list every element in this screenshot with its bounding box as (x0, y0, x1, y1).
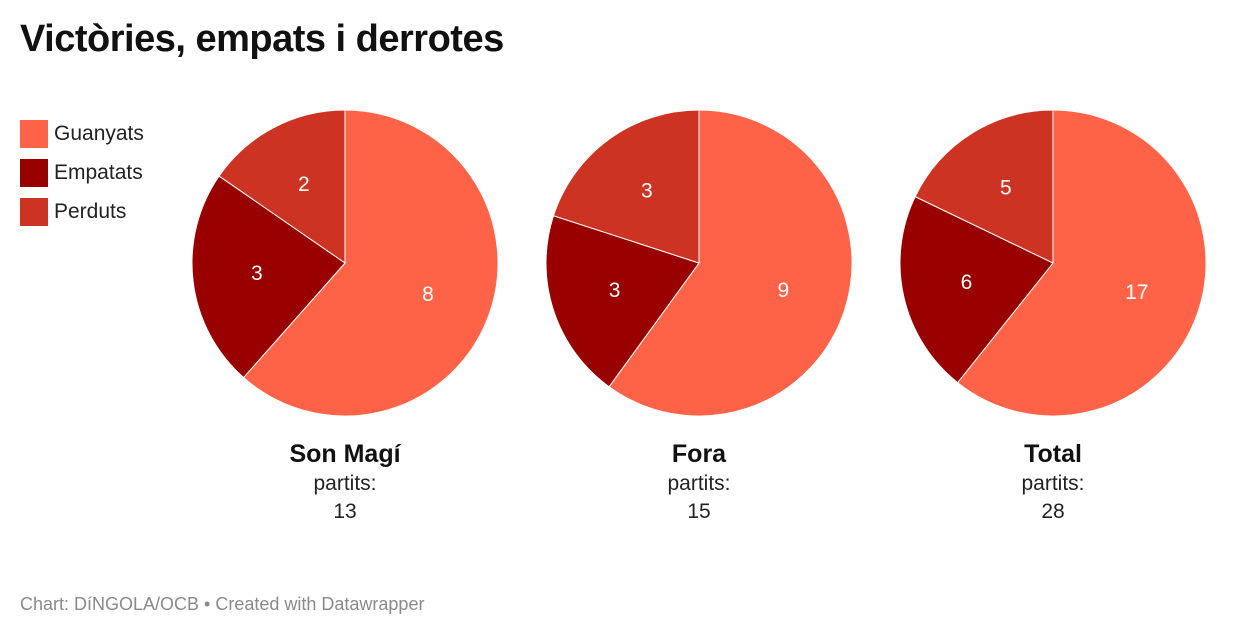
pie-slice-son-magi-perduts (218, 109, 346, 264)
pie-slice-son-magi-empatats (191, 175, 346, 379)
pie-value-label-fora-guanyats: 9 (778, 279, 790, 302)
pie-name-fora: Fora (671, 440, 727, 468)
pie-slice-total-guanyats (956, 109, 1207, 417)
pie-name-total: Total (1024, 440, 1082, 468)
pie-value-label-total-empatats: 6 (961, 271, 973, 294)
pie-total-label-total: partits: (1021, 472, 1085, 495)
pie-caption-total: Total partits: 28 (933, 438, 1173, 526)
pie-slice-total-empatats (899, 195, 1054, 384)
pie-value-label-son-magi-guanyats: 8 (422, 283, 434, 306)
pie-value-label-total-perduts: 5 (1000, 176, 1012, 199)
pie-caption-fora: Fora partits: 15 (579, 438, 819, 526)
pie-value-label-fora-perduts: 3 (641, 180, 653, 203)
pie-caption-son-magi: Son Magí partits: 13 (225, 438, 465, 526)
pie-slice-total-perduts (914, 109, 1054, 264)
legend-label-empatats: Empatats (54, 161, 143, 184)
pie-total-label-fora: partits: (667, 472, 731, 495)
pie-total-fora: 15 (687, 500, 711, 523)
legend-item-guanyats: Guanyats (20, 120, 144, 148)
legend-swatch-empatats (20, 159, 48, 187)
pie-name-son-magi: Son Magí (289, 440, 401, 468)
pie-total-total: 28 (1041, 500, 1065, 523)
pie-total-son-magi: 13 (333, 500, 357, 523)
pie-total-label-son-magi: partits: (313, 472, 377, 495)
pie-slice-fora-perduts (552, 109, 700, 264)
legend-item-perduts: Perduts (20, 198, 144, 226)
chart-footer: Chart: DíNGOLA/OCB • Created with Datawr… (20, 594, 425, 614)
legend-swatch-perduts (20, 198, 48, 226)
legend-label-guanyats: Guanyats (54, 122, 144, 145)
pie-slice-fora-guanyats (608, 109, 853, 417)
legend-item-empatats: Empatats (20, 159, 144, 187)
legend-swatch-guanyats (20, 120, 48, 148)
pie-value-label-total-guanyats: 17 (1125, 281, 1148, 304)
legend: Guanyats Empatats Perduts (20, 120, 144, 237)
legend-label-perduts: Perduts (54, 200, 127, 223)
pie-slice-fora-empatats (545, 215, 700, 388)
pie-slice-son-magi-guanyats (242, 109, 499, 417)
pie-value-label-son-magi-empatats: 3 (251, 262, 263, 285)
pie-value-label-fora-empatats: 3 (609, 279, 621, 302)
pie-value-label-son-magi-perduts: 2 (298, 173, 310, 196)
chart-title: Victòries, empats i derrotes (20, 18, 504, 60)
